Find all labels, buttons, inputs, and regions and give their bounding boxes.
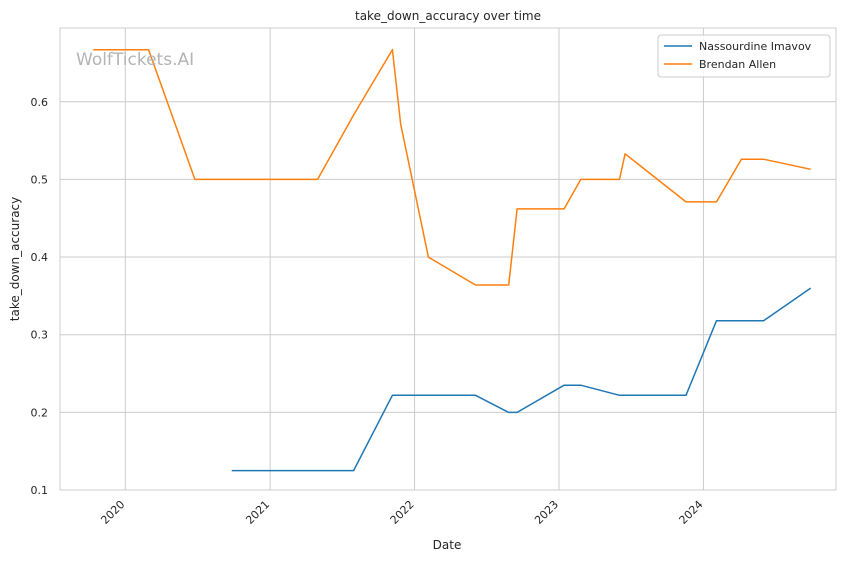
legend-label-allen: Brendan Allen [699, 58, 776, 71]
legend-label-imavov: Nassourdine Imavov [699, 40, 812, 53]
series-line-imavov [231, 287, 812, 472]
y-tick-label: 0.5 [31, 173, 49, 186]
x-axis-title: Date [433, 538, 462, 552]
grid [60, 28, 836, 491]
watermark: WolfTickets.AI [76, 50, 194, 70]
y-axis-ticks: 0.1 0.2 0.3 0.4 0.5 0.6 [31, 96, 49, 497]
legend-box [657, 34, 831, 78]
y-tick-label: 0.4 [31, 251, 49, 264]
plot-area [59, 27, 837, 491]
series-layer [93, 48, 812, 472]
y-tick-label: 0.2 [31, 406, 49, 419]
y-tick-label: 0.6 [31, 96, 49, 109]
series-line-allen [93, 48, 811, 286]
y-axis-title: take_down_accuracy [8, 197, 22, 321]
legend: Nassourdine Imavov Brendan Allen [657, 34, 831, 78]
chart-title: take_down_accuracy over time [355, 9, 541, 23]
y-tick-label: 0.3 [31, 329, 49, 342]
y-tick-label: 0.1 [31, 484, 49, 497]
